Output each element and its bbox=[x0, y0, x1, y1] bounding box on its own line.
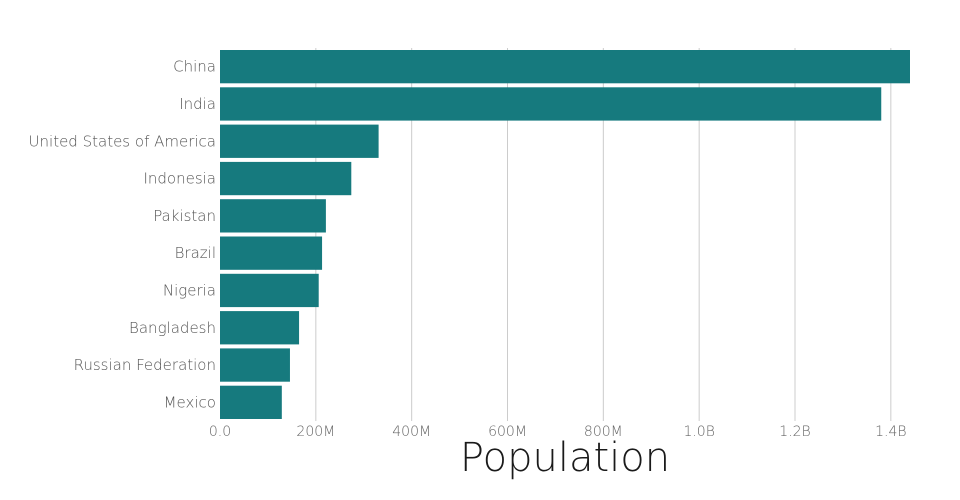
bar[interactable] bbox=[220, 161, 352, 196]
bar[interactable] bbox=[220, 236, 323, 270]
x-tick-label: 400M bbox=[392, 424, 431, 440]
x-tick-label: 800M bbox=[584, 424, 623, 440]
bar[interactable] bbox=[220, 199, 326, 233]
bar[interactable] bbox=[220, 385, 282, 419]
category-label: Bangladesh bbox=[129, 319, 216, 337]
category-labels: China India United States of America Indone… bbox=[29, 58, 216, 412]
category-label: United States of America bbox=[29, 132, 216, 150]
x-tick-label: 600M bbox=[488, 424, 527, 440]
bar[interactable] bbox=[220, 87, 882, 121]
bars bbox=[220, 50, 910, 419]
category-label: Mexico bbox=[164, 393, 216, 411]
x-tick-label: 0.0 bbox=[209, 424, 231, 440]
x-axis-title: Population bbox=[460, 435, 670, 481]
x-tick-label: 1.4B bbox=[875, 424, 906, 440]
category-label: Nigeria bbox=[163, 281, 216, 299]
x-tick-label: 1.2B bbox=[779, 424, 810, 440]
bar[interactable] bbox=[220, 311, 300, 345]
x-tick-labels: 0.0 200M 400M 600M 800M 1.0B 1.2B 1.4B bbox=[209, 424, 907, 440]
category-label: India bbox=[179, 95, 216, 113]
x-tick-label: 200M bbox=[296, 424, 335, 440]
bar[interactable] bbox=[220, 273, 319, 308]
bar[interactable] bbox=[220, 50, 910, 84]
category-label: Pakistan bbox=[153, 207, 216, 225]
category-label: Brazil bbox=[175, 244, 216, 262]
bar[interactable] bbox=[220, 124, 379, 158]
category-label: Indonesia bbox=[143, 170, 216, 188]
category-label: Russian Federation bbox=[74, 356, 216, 374]
category-label: China bbox=[173, 58, 216, 76]
bar[interactable] bbox=[220, 348, 290, 382]
x-tick-label: 1.0B bbox=[683, 424, 714, 440]
